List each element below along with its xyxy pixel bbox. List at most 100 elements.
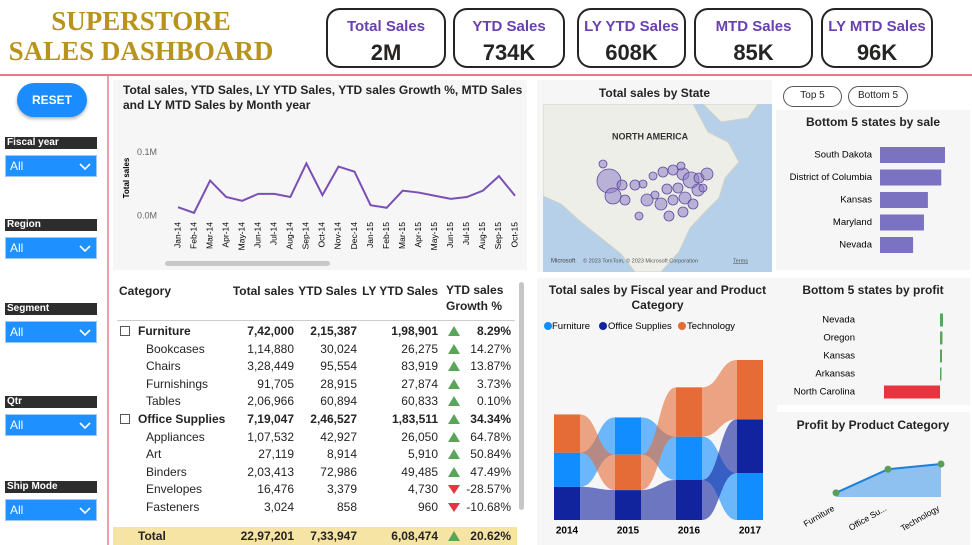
x-tick-label: Furniture	[802, 503, 837, 529]
ranking-button[interactable]: Bottom 5	[848, 86, 908, 107]
table-cell: 95,554	[320, 359, 357, 374]
map-terms: Terms	[733, 258, 748, 264]
table: Category Total sales YTD Sales LY YTD Sales…	[113, 278, 527, 545]
x-tick-label: Jul-14	[269, 222, 279, 245]
table-cell: 83,919	[401, 359, 438, 374]
ribbon-segment	[615, 417, 641, 455]
bar-label: North Carolina	[794, 387, 856, 398]
ribbon-segment	[676, 479, 702, 520]
filter-dropdown[interactable]: All	[5, 237, 97, 259]
table-cell: 1,98,901	[391, 324, 438, 338]
arrow-shape	[448, 343, 460, 354]
area	[836, 464, 941, 497]
header-rule	[117, 320, 515, 321]
map-bubble	[677, 206, 689, 218]
reset-button[interactable]: RESET	[17, 83, 87, 117]
filter-dropdown[interactable]: All	[5, 499, 97, 521]
bar-label: Kansas	[840, 195, 872, 206]
table-cell: Office Supplies	[138, 412, 226, 426]
kpi-card: MTD Sales 85K	[694, 8, 813, 68]
filter-dropdown[interactable]: All	[5, 414, 97, 436]
bar	[940, 349, 943, 363]
map-bubble	[648, 171, 658, 181]
chevron	[79, 507, 91, 515]
table-cell: 3,28,449	[247, 359, 294, 374]
map-bubble	[629, 179, 641, 191]
column-header: YTD Sales	[298, 284, 357, 298]
arrow-up	[448, 466, 460, 477]
dropdown-chevron	[79, 245, 91, 253]
map-bubble	[604, 187, 622, 205]
bar	[940, 367, 942, 381]
bar	[884, 385, 940, 399]
table-cell: 2,46,527	[310, 412, 357, 426]
expand-toggle[interactable]	[120, 326, 130, 336]
kpi-label: Total Sales	[346, 18, 426, 35]
panel	[113, 80, 527, 270]
table-cell: 72,986	[320, 464, 357, 479]
dropdown-chevron	[79, 422, 91, 430]
expand-toggle[interactable]	[120, 414, 130, 424]
map-bubble	[672, 182, 684, 194]
y-axis-label: Total sales	[122, 157, 131, 198]
table-cell: 60,894	[320, 394, 357, 409]
ranking-button[interactable]: Top 5	[783, 86, 842, 107]
bar	[880, 214, 924, 231]
filter-dropdown[interactable]: All	[5, 155, 97, 177]
kpi-label: YTD Sales	[472, 18, 546, 35]
ribbon-segment	[737, 419, 763, 474]
kpi-value: 85K	[733, 40, 774, 65]
kpi-card: LY MTD Sales 96K	[821, 8, 933, 68]
dashboard-title: SUPERSTORE	[51, 6, 231, 36]
x-tick-label: Feb-14	[188, 222, 198, 249]
dropdown-chevron	[79, 329, 91, 337]
arrow-down	[448, 485, 460, 495]
table-cell: Chairs	[146, 359, 181, 374]
table-cell: 26,275	[401, 341, 438, 356]
kpi-label: LY YTD Sales	[584, 18, 679, 35]
table-cell: 14.27%	[470, 341, 511, 356]
kpi-label: LY MTD Sales	[828, 18, 926, 35]
map-bubble	[700, 167, 714, 181]
map-bubble	[678, 191, 692, 205]
arrow-shape	[448, 396, 460, 407]
ribbon-chart: Furniture Office Supplies Technology 2014 20…	[544, 321, 763, 537]
arrow-shape	[448, 431, 460, 442]
table-cell: 3,024	[263, 500, 294, 514]
table-cell: 1,14,880	[247, 341, 294, 356]
bar	[880, 147, 945, 163]
filter-dropdown[interactable]: All	[5, 321, 97, 343]
panel	[776, 110, 970, 270]
map-bubble	[616, 179, 628, 191]
kpi-value: 96K	[856, 40, 898, 65]
table-cell: Envelopes	[146, 482, 203, 497]
table-cell: 47.49%	[470, 464, 511, 479]
map-bubble	[667, 194, 679, 206]
table-cell: 8,914	[326, 447, 357, 462]
table-cell: 4,730	[407, 482, 438, 497]
x-tick-label: Jun-14	[252, 222, 262, 248]
bar	[880, 192, 928, 208]
table-cell: 7,42,000	[247, 324, 294, 338]
arrow-shape	[448, 326, 460, 336]
bar-label: Arkansas	[815, 369, 855, 380]
map-region-label: NORTH AMERICA	[612, 131, 689, 141]
kpi-card: Total Sales 2M	[326, 8, 446, 68]
legend-marker	[544, 322, 552, 330]
bar	[940, 331, 943, 345]
column-header: LY YTD Sales	[362, 284, 438, 298]
arrow-up	[448, 326, 460, 336]
map: NORTH AMERICA Microsoft © 2023 TomTom, © 2…	[543, 104, 772, 272]
table-cell: -10.68%	[466, 500, 511, 514]
table-cell: 91,705	[257, 376, 294, 391]
x-tick-label: Sep-14	[301, 222, 311, 250]
x-tick-label: Oct-14	[317, 222, 327, 248]
marker	[832, 489, 840, 497]
map-bubble	[650, 190, 660, 200]
x-tick-label: 2016	[678, 526, 701, 537]
table-cell: Binders	[146, 464, 187, 479]
map-bubble	[619, 194, 631, 206]
table-cell: 5,910	[407, 447, 438, 462]
map-bubble	[634, 211, 644, 221]
table-cell: 20.62%	[470, 528, 511, 543]
